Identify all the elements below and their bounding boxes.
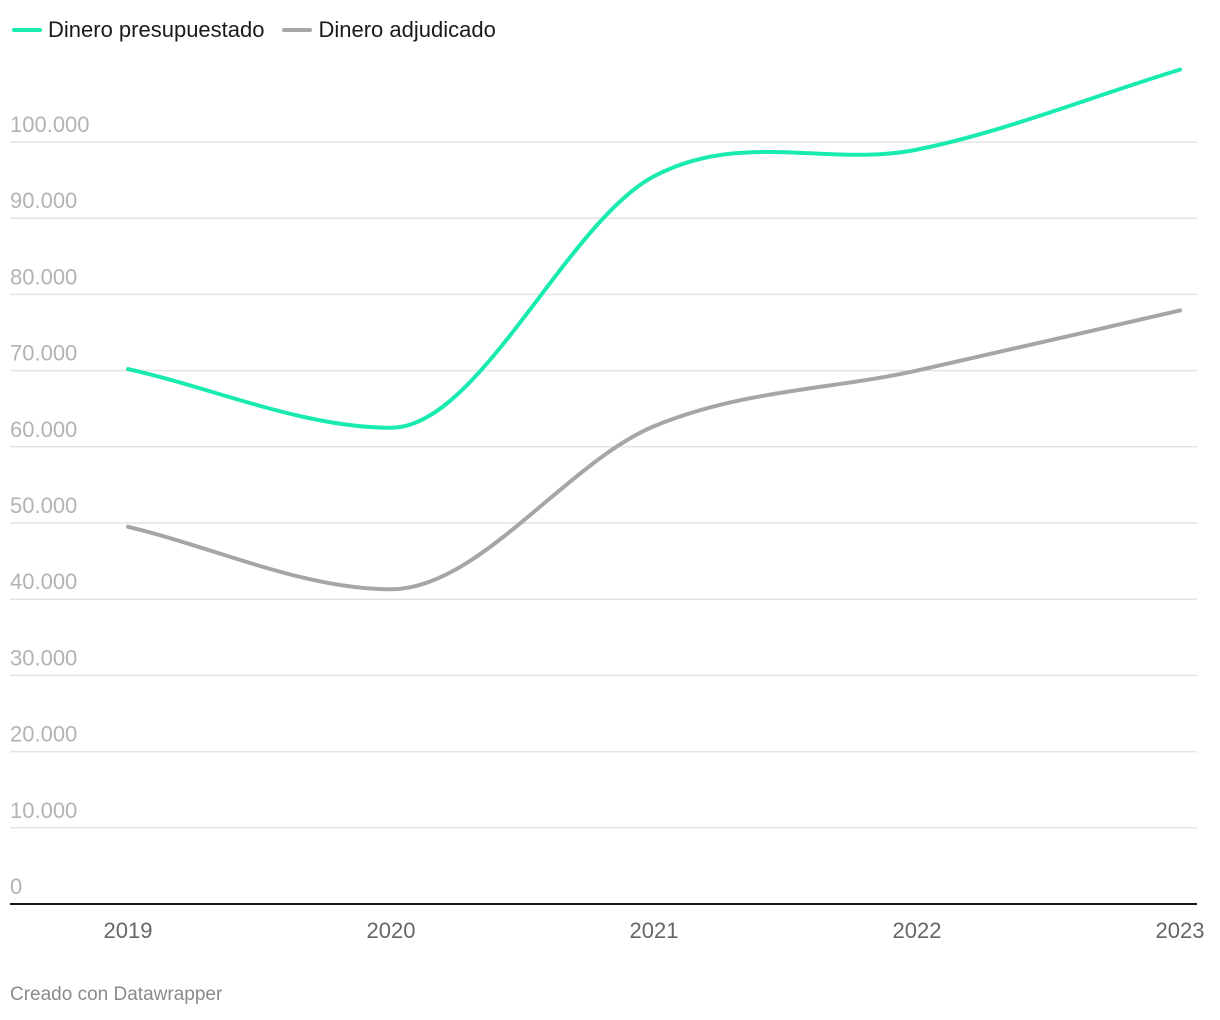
series-lines xyxy=(126,67,1182,592)
credit-footer: Creado con Datawrapper xyxy=(10,984,223,1005)
legend-swatch-adjudicado xyxy=(282,28,313,32)
x-tick-label: 2023 xyxy=(1156,918,1205,943)
y-tick-label: 40.000 xyxy=(10,569,77,594)
x-axis-ticks: 2019 2020 2021 2022 2023 xyxy=(104,918,1205,943)
y-tick-label: 80.000 xyxy=(10,264,77,289)
y-tick-label: 70.000 xyxy=(10,341,77,366)
y-tick-label: 50.000 xyxy=(10,493,77,518)
legend-label-adjudicado: Dinero adjudicado xyxy=(318,17,496,42)
y-tick-label: 100.000 xyxy=(10,112,90,137)
legend-item-adjudicado: Dinero adjudicado xyxy=(282,17,496,43)
legend-item-presupuestado: Dinero presupuestado xyxy=(12,17,264,43)
y-axis-ticks: 0 10.000 20.000 30.000 40.000 50.000 60.000 70.… xyxy=(10,112,90,899)
x-tick-label: 2019 xyxy=(104,918,153,943)
chart-legend: Dinero presupuestado Dinero adjudicado xyxy=(12,14,496,46)
legend-swatch-presupuestado xyxy=(12,28,42,32)
y-tick-label: 90.000 xyxy=(10,188,77,213)
x-tick-label: 2020 xyxy=(367,918,416,943)
x-tick-label: 2021 xyxy=(630,918,679,943)
series-line-presupuestado xyxy=(126,67,1182,430)
gridlines xyxy=(10,141,1197,829)
y-tick-label: 10.000 xyxy=(10,798,77,823)
y-tick-label: 30.000 xyxy=(10,645,77,670)
y-tick-label: 20.000 xyxy=(10,722,77,747)
series-line-adjudicado xyxy=(126,308,1182,592)
x-tick-label: 2022 xyxy=(893,918,942,943)
line-chart: 0 10.000 20.000 30.000 40.000 50.000 60.000 70.… xyxy=(10,67,1205,943)
y-tick-label: 0 xyxy=(10,874,22,899)
y-tick-label: 60.000 xyxy=(10,417,77,442)
legend-label-presupuestado: Dinero presupuestado xyxy=(48,17,265,42)
